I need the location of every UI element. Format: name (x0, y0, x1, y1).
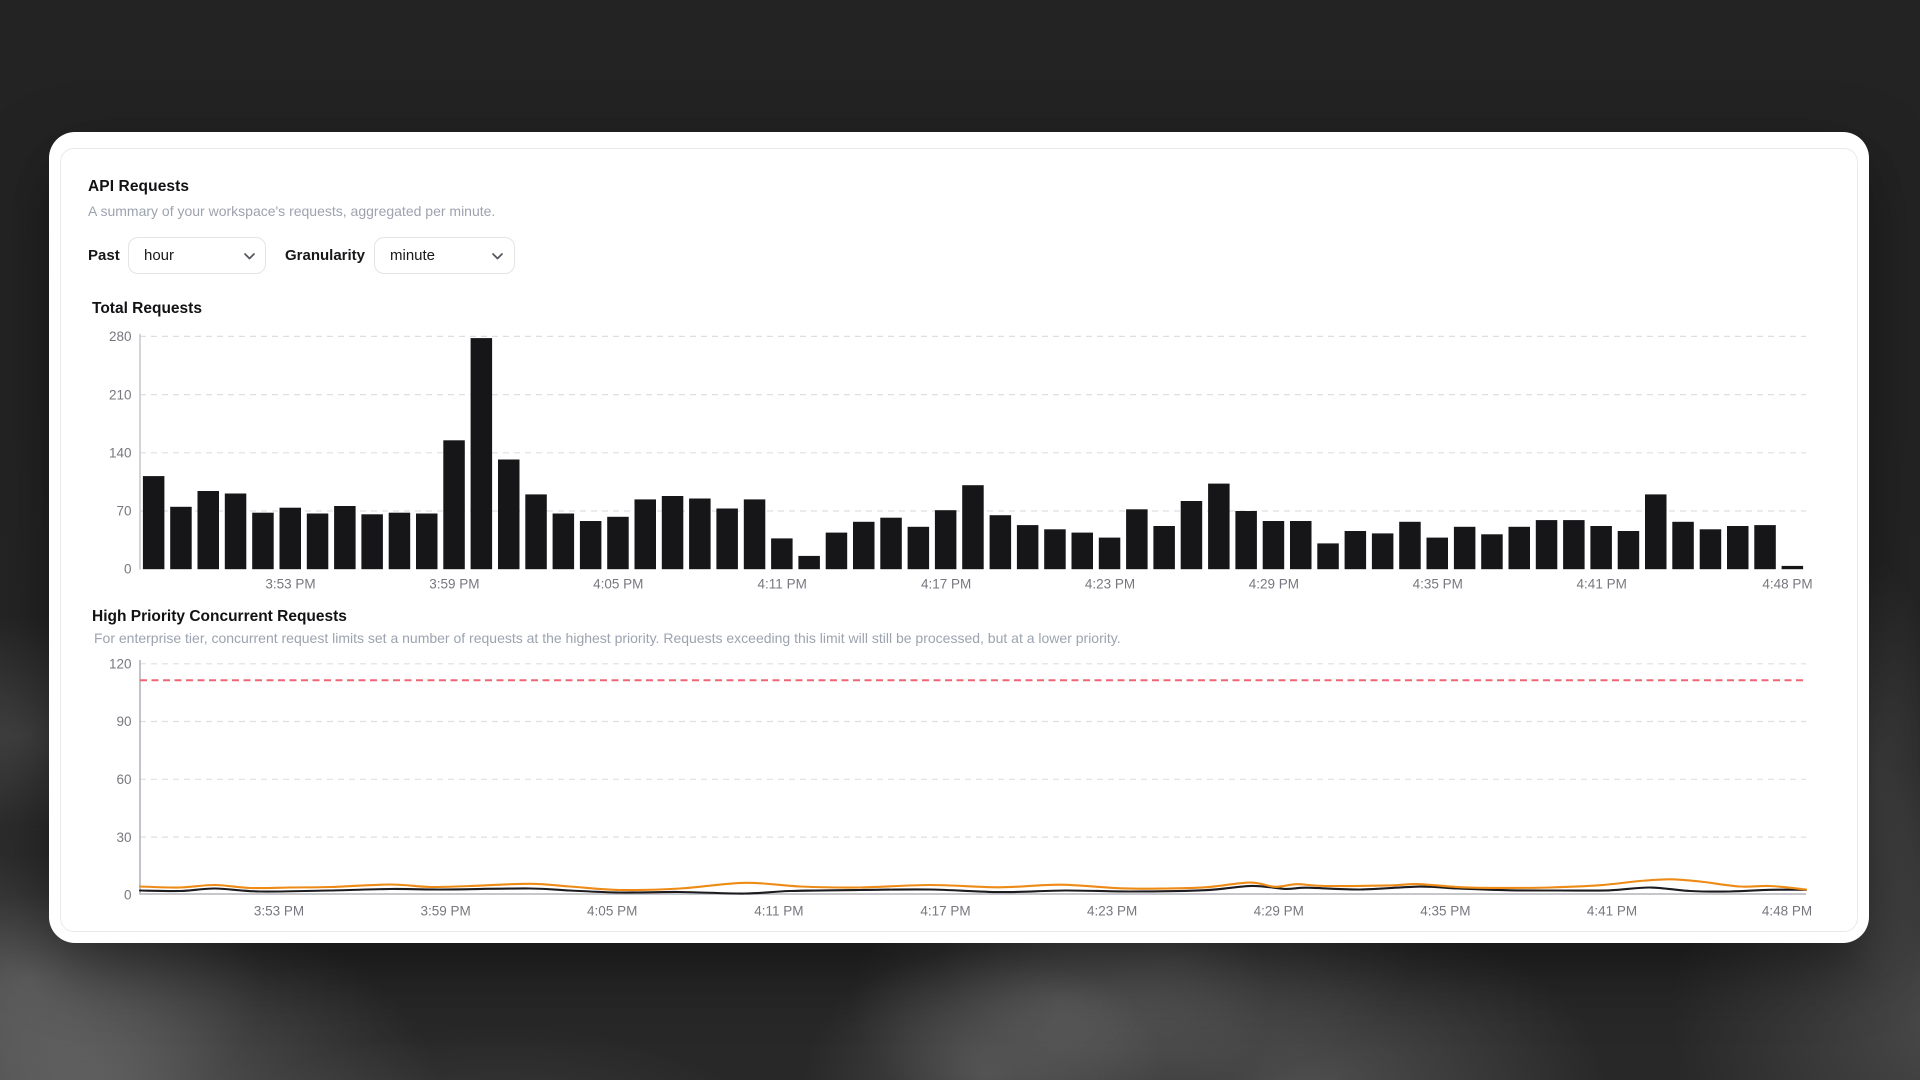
svg-text:4:48 PM: 4:48 PM (1762, 904, 1812, 919)
svg-text:280: 280 (109, 329, 132, 344)
svg-text:4:11 PM: 4:11 PM (754, 904, 803, 919)
svg-text:4:23 PM: 4:23 PM (1085, 577, 1135, 592)
svg-text:120: 120 (109, 657, 132, 672)
svg-text:30: 30 (116, 830, 131, 845)
svg-text:4:17 PM: 4:17 PM (921, 577, 971, 592)
svg-text:3:53 PM: 3:53 PM (254, 904, 304, 919)
svg-text:4:41 PM: 4:41 PM (1587, 904, 1637, 919)
svg-text:4:23 PM: 4:23 PM (1087, 904, 1137, 919)
svg-text:210: 210 (109, 387, 132, 402)
svg-text:4:05 PM: 4:05 PM (587, 904, 637, 919)
svg-text:0: 0 (124, 562, 132, 577)
svg-text:3:53 PM: 3:53 PM (265, 577, 315, 592)
svg-text:90: 90 (116, 714, 131, 729)
svg-text:4:29 PM: 4:29 PM (1254, 904, 1304, 919)
svg-text:4:35 PM: 4:35 PM (1413, 577, 1463, 592)
svg-text:4:11 PM: 4:11 PM (758, 577, 807, 592)
svg-text:4:29 PM: 4:29 PM (1249, 577, 1299, 592)
svg-text:4:41 PM: 4:41 PM (1577, 577, 1627, 592)
svg-text:0: 0 (124, 888, 132, 903)
svg-text:3:59 PM: 3:59 PM (420, 904, 470, 919)
svg-text:60: 60 (116, 772, 131, 787)
svg-text:4:35 PM: 4:35 PM (1420, 904, 1470, 919)
svg-text:140: 140 (109, 446, 132, 461)
svg-text:3:59 PM: 3:59 PM (429, 577, 479, 592)
svg-text:4:48 PM: 4:48 PM (1762, 577, 1812, 592)
svg-text:4:05 PM: 4:05 PM (593, 577, 643, 592)
svg-text:70: 70 (116, 504, 131, 519)
svg-text:4:17 PM: 4:17 PM (920, 904, 970, 919)
